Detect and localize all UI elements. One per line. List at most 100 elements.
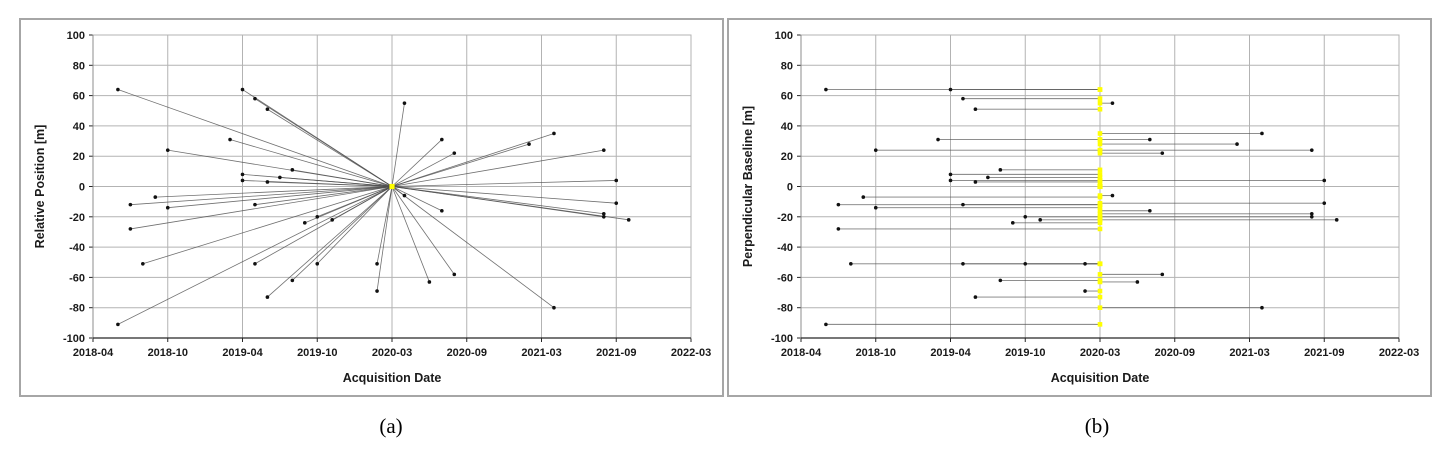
data-point (440, 137, 444, 142)
data-point (1235, 142, 1239, 146)
y-tick-label: -100 (63, 333, 85, 345)
data-point (936, 137, 940, 142)
data-point (253, 96, 257, 101)
data-point (1260, 305, 1264, 310)
data-point (601, 215, 606, 219)
data-point (278, 175, 282, 180)
reference-marker (1097, 322, 1103, 327)
panel-a-relative-position-chart: 100 80 60 40 20 0 -20 -40 -60 -80 -100 2018-04 2018-… (19, 18, 724, 397)
y-tick-label: 20 (781, 151, 793, 163)
data-point (552, 305, 556, 310)
x-tick-label: 2019-04 (222, 347, 263, 359)
baseline-connection-line (391, 103, 405, 187)
data-point (1135, 280, 1140, 284)
y-tick-label: 80 (781, 60, 793, 72)
x-tick-label: 2021-03 (521, 347, 561, 359)
baseline-connection-line (391, 186, 629, 221)
data-point (1110, 101, 1115, 105)
data-point (1110, 193, 1115, 198)
reference-marker (1097, 131, 1103, 136)
y-tick-label: -100 (771, 333, 793, 345)
reference-marker (1097, 167, 1103, 173)
y-tick-label: -20 (69, 212, 85, 224)
y-tick-label: -60 (777, 272, 793, 284)
x-tick-label: 2018-04 (781, 347, 822, 359)
data-point (973, 107, 978, 112)
data-point (265, 295, 270, 299)
data-point (824, 87, 828, 92)
y-tick-label: 80 (73, 60, 85, 72)
reference-marker (1097, 137, 1103, 142)
reference-marker (1097, 193, 1103, 198)
reference-marker (1097, 87, 1103, 92)
data-point (452, 272, 457, 277)
baseline-connection-line (376, 186, 393, 292)
baseline-connection-line (117, 186, 393, 325)
data-point (626, 218, 631, 222)
data-point (240, 172, 245, 177)
data-point (1038, 218, 1042, 222)
reference-marker (1097, 226, 1103, 232)
x-tick-label: 2019-10 (297, 347, 337, 359)
data-point (128, 227, 133, 231)
y-tick-label: 100 (67, 30, 85, 42)
reference-marker (1097, 217, 1103, 223)
data-point (1160, 272, 1165, 277)
x-tick-label: 2020-09 (1155, 347, 1195, 359)
baseline-connection-line (254, 186, 393, 206)
data-point (240, 87, 245, 92)
y-tick-label: 0 (79, 182, 85, 194)
data-point (240, 178, 245, 183)
data-point (973, 180, 978, 184)
baseline-connection-line (167, 186, 393, 209)
baseline-connection-line (117, 89, 393, 187)
data-point (849, 261, 853, 266)
data-point (836, 227, 841, 231)
data-point (265, 180, 270, 184)
data-point (1309, 215, 1314, 219)
data-point (961, 202, 965, 207)
data-point (315, 261, 320, 266)
y-axis-title: Perpendicular Baseline [m] (741, 106, 755, 267)
data-point (290, 168, 295, 172)
reference-point-marker (389, 183, 395, 190)
baseline-connection-line (332, 186, 393, 221)
baseline-connection-line (130, 186, 393, 230)
data-point (961, 261, 965, 266)
data-point (1334, 218, 1339, 222)
reference-marker (1097, 220, 1103, 226)
baseline-connection-line (391, 152, 455, 187)
reference-marker (1097, 294, 1103, 300)
baseline-connection-line (391, 186, 430, 283)
x-tick-label: 2018-10 (148, 347, 188, 359)
data-point (265, 107, 270, 112)
y-axis-title: Relative Position [m] (33, 125, 47, 249)
reference-marker (1097, 172, 1103, 177)
data-point (986, 175, 990, 180)
reference-marker (1097, 100, 1103, 106)
y-tick-label: 40 (781, 121, 793, 133)
data-point (452, 151, 457, 155)
baseline-connection-line (391, 186, 443, 212)
data-point (973, 295, 978, 299)
y-tick-label: 60 (73, 91, 85, 103)
data-point (998, 168, 1003, 172)
reference-marker (1097, 141, 1103, 147)
data-point (1148, 208, 1152, 213)
data-point (141, 261, 145, 266)
caption-b: (b) (1084, 414, 1110, 438)
baseline-connection-line (279, 177, 393, 187)
data-point (824, 322, 828, 327)
data-point (1010, 221, 1015, 225)
data-point (948, 172, 953, 177)
data-point (948, 178, 953, 183)
x-tick-label: 2022-03 (1379, 347, 1419, 359)
baseline-connection-line (391, 186, 555, 309)
baseline-connection-line (229, 139, 393, 187)
data-point (116, 87, 120, 92)
y-tick-label: -80 (69, 303, 85, 315)
data-point (375, 261, 379, 266)
reference-marker (1097, 205, 1103, 211)
data-point (1322, 201, 1327, 205)
data-point (1309, 148, 1314, 152)
